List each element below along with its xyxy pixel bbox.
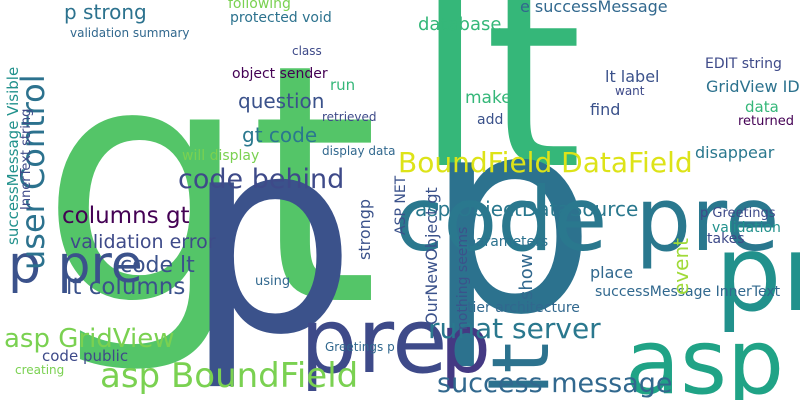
word: InnerText string xyxy=(19,109,34,210)
word: place xyxy=(590,263,633,282)
word: gt xyxy=(40,0,379,378)
word: code lt xyxy=(120,253,195,278)
word: p Greetings xyxy=(700,206,776,221)
word: asp xyxy=(625,310,784,400)
word: want xyxy=(615,84,645,98)
word: make xyxy=(465,88,512,108)
word: BoundField DataField xyxy=(398,146,693,179)
word: code public xyxy=(42,347,128,365)
word: retrieved xyxy=(322,110,377,124)
word: object sender xyxy=(232,66,328,82)
word: disappear xyxy=(695,143,775,162)
word: asp ObjectDataSource xyxy=(415,197,638,221)
word: data xyxy=(745,98,779,116)
word: Greetings p xyxy=(325,340,395,354)
word: event xyxy=(669,238,693,295)
word: tier architecture xyxy=(467,300,580,316)
word: columns gt xyxy=(62,203,190,229)
word: EDIT string xyxy=(705,56,782,72)
word: run xyxy=(330,76,355,94)
word: class xyxy=(292,44,322,58)
word: validation summary xyxy=(70,26,190,40)
word: OurNewObject gt xyxy=(422,187,441,325)
word: creating xyxy=(15,363,64,377)
word: code behind xyxy=(178,164,344,195)
word: lt xyxy=(477,343,567,395)
word: gt code xyxy=(242,123,317,147)
word: display data xyxy=(322,144,395,158)
word: p xyxy=(425,59,596,374)
word: parameters xyxy=(467,234,548,250)
word: user Control xyxy=(14,74,52,270)
word: show xyxy=(516,253,537,300)
word: nothing seems xyxy=(455,227,471,330)
word: code pre xyxy=(395,168,779,271)
word: lt label xyxy=(605,67,660,86)
word: p xyxy=(440,298,491,391)
word: question xyxy=(238,89,324,113)
word: protected void xyxy=(230,10,332,26)
word: using xyxy=(255,274,290,289)
word: ASP NET xyxy=(393,175,409,235)
word: p xyxy=(185,79,356,394)
word: successMessage InnerText xyxy=(595,284,781,300)
word: takes xyxy=(707,231,745,247)
word: success message xyxy=(437,368,673,399)
word: p strong xyxy=(64,0,147,24)
word: will display xyxy=(182,148,259,164)
word: validation xyxy=(712,220,781,236)
word: lt columns xyxy=(66,274,185,300)
word: find xyxy=(590,100,620,119)
word: database xyxy=(418,14,501,35)
word: add xyxy=(477,112,503,128)
word: runat server xyxy=(428,312,601,345)
word: pre xyxy=(300,289,448,394)
word: lt xyxy=(415,0,582,224)
word: validation error xyxy=(70,231,216,253)
word: returned xyxy=(738,114,794,129)
word: pre code xyxy=(715,213,800,335)
word: e successMessage xyxy=(520,0,668,16)
word: GridView ID xyxy=(706,77,800,96)
word: asp GridView xyxy=(4,324,175,354)
word: successMessage Visible xyxy=(4,67,22,245)
word: asp BoundField xyxy=(100,356,358,396)
word: p pre xyxy=(8,235,143,295)
word: strongp xyxy=(355,199,374,260)
word: following xyxy=(228,0,291,12)
